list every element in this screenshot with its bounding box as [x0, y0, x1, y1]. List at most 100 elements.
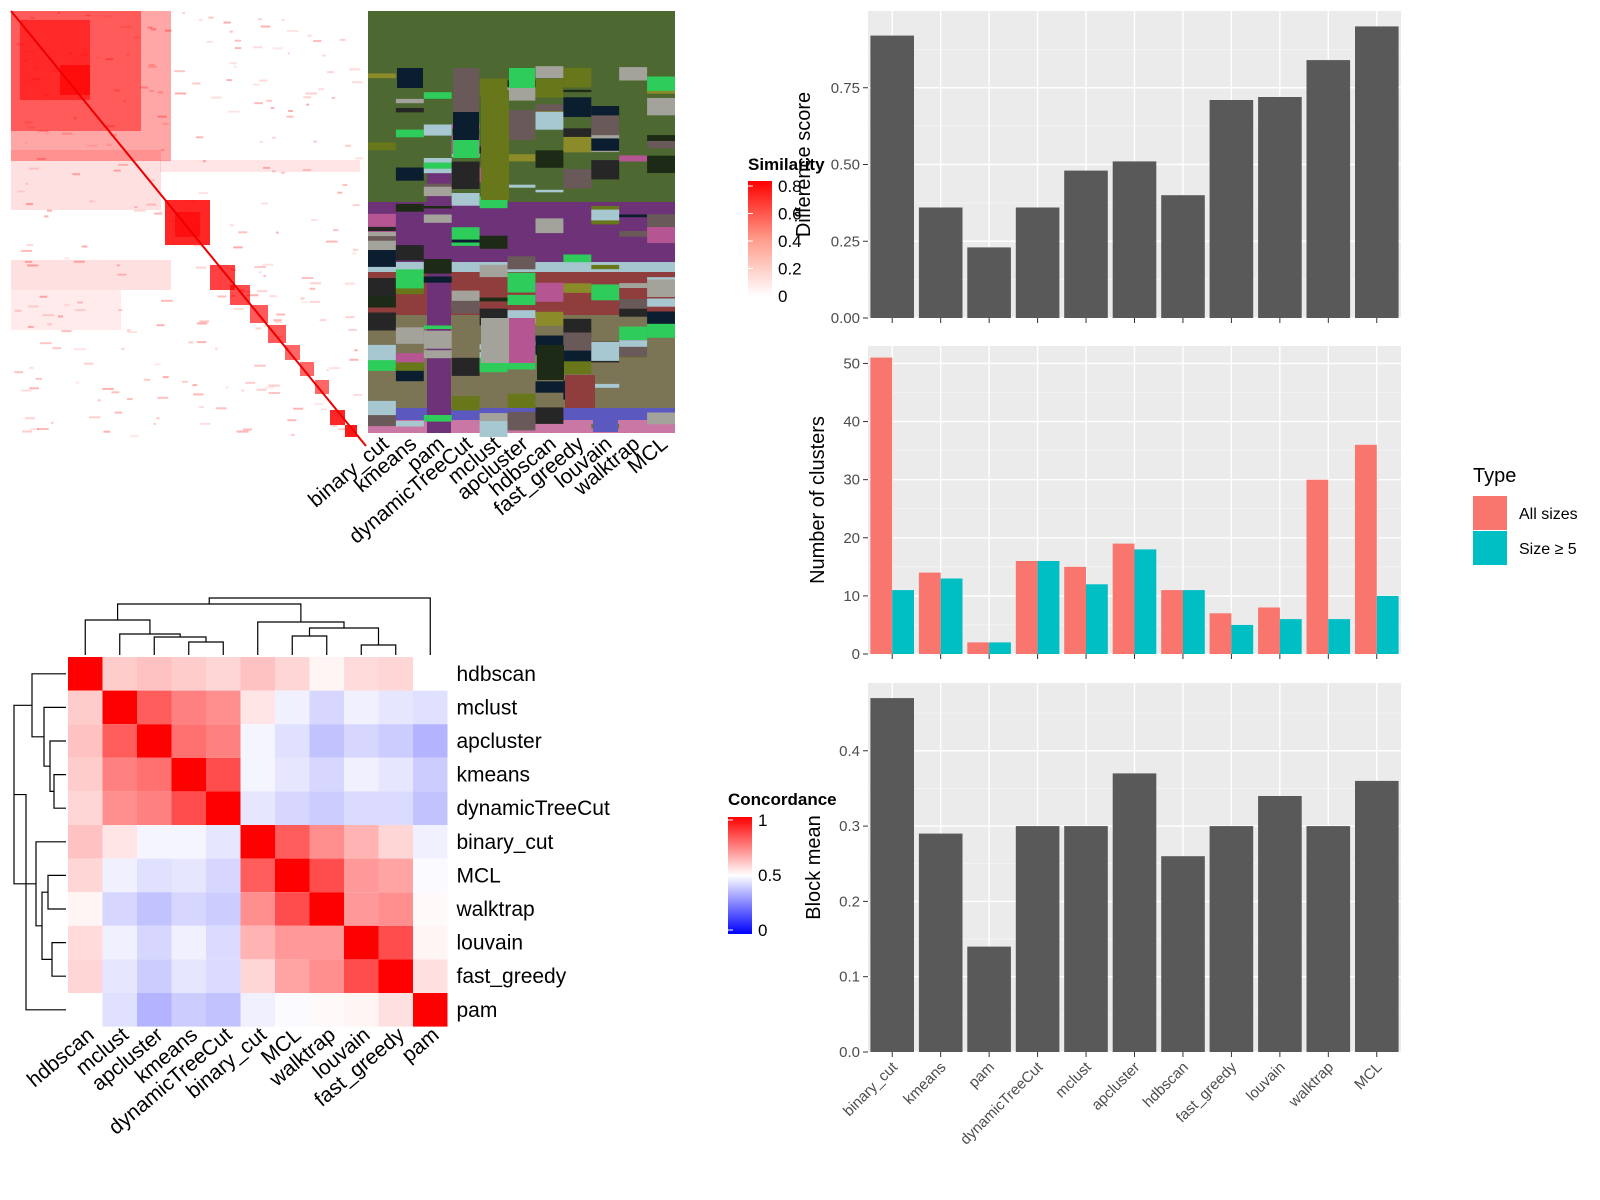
- concordance-cell: [344, 757, 379, 792]
- bar: [1064, 566, 1086, 654]
- similarity-speckle: [38, 130, 48, 132]
- similarity-speckle: [348, 329, 357, 331]
- similarity-speckle: [174, 70, 185, 73]
- similarity-speckle: [64, 257, 70, 260]
- similarity-speckle: [148, 63, 155, 66]
- membership-segment: [647, 311, 675, 324]
- concordance-cell: [309, 757, 344, 792]
- bar: [1306, 826, 1351, 1052]
- similarity-speckle: [301, 277, 314, 279]
- concordance-cell: [137, 959, 172, 993]
- similarity-speckle: [333, 229, 339, 232]
- similarity-speckle: [271, 136, 276, 139]
- similarity-speckle: [62, 132, 73, 135]
- concordance-cell: [68, 925, 103, 960]
- similarity-block: [230, 285, 250, 305]
- membership-segment: [535, 66, 564, 79]
- membership-segment: [395, 167, 424, 181]
- membership-segment: [619, 67, 648, 81]
- concordance-cell: [378, 825, 413, 859]
- similarity-block: [345, 425, 357, 437]
- similarity-speckle: [113, 169, 121, 172]
- concordance-cell: [413, 993, 448, 1027]
- concordance-cell: [344, 959, 379, 993]
- similarity-speckle: [245, 381, 256, 384]
- y-tick-label: 0: [852, 646, 860, 663]
- membership-segment: [368, 344, 396, 361]
- bar: [1258, 607, 1280, 654]
- similarity-speckle: [44, 215, 49, 218]
- similarity-speckle: [260, 25, 271, 28]
- membership-segment: [423, 276, 452, 283]
- concordance-cell: [206, 825, 241, 859]
- concordance-cell: [275, 993, 310, 1027]
- similarity-speckle: [319, 319, 327, 322]
- membership-segment: [563, 361, 592, 374]
- concordance-row-label: binary_cut: [457, 831, 554, 854]
- membership-block: [453, 140, 479, 158]
- concordance-cell: [378, 993, 413, 1027]
- concordance-cell: [137, 892, 172, 926]
- similarity-speckle: [57, 11, 61, 14]
- similarity-speckle: [217, 295, 227, 298]
- membership-segment: [591, 138, 620, 151]
- bar: [1209, 613, 1232, 654]
- difference-score-chart: 0.00 0.25 0.50 0.75 Difference score: [793, 11, 1401, 327]
- concordance-cell: [344, 825, 379, 859]
- concordance-cell: [206, 925, 241, 960]
- membership-segment: [423, 259, 452, 274]
- membership-segment: [479, 420, 508, 437]
- similarity-speckle: [133, 209, 146, 212]
- similarity-speckle: [266, 99, 272, 102]
- x-tick-label: apcluster: [1088, 1059, 1143, 1114]
- concordance-cell: [240, 825, 275, 859]
- concordance-cell: [309, 892, 344, 926]
- bar: [1015, 826, 1060, 1052]
- bar: [1183, 590, 1205, 654]
- concordance-cell: [68, 657, 103, 691]
- concordance-cell: [413, 657, 448, 691]
- membership-segment: [619, 326, 648, 343]
- concordance-cell: [137, 724, 172, 758]
- similarity-speckle: [246, 294, 259, 297]
- membership-segment: [423, 330, 452, 349]
- similarity-speckle: [120, 25, 133, 28]
- concordance-cell: [102, 757, 137, 792]
- similarity-speckle: [156, 324, 165, 327]
- membership-segment: [619, 155, 648, 162]
- membership-segment: [451, 179, 480, 189]
- bar: [1355, 444, 1377, 654]
- membership-segment: [535, 218, 564, 234]
- concordance-cell: [68, 690, 103, 725]
- membership-segment: [535, 407, 564, 424]
- concordance-top-dendrogram-link: [153, 636, 207, 655]
- membership-segment: [395, 327, 424, 344]
- similarity-speckle: [254, 266, 267, 268]
- similarity-speckle: [215, 407, 227, 410]
- similarity-speckle: [58, 315, 63, 318]
- membership-segment: [563, 169, 592, 189]
- similarity-speckle: [77, 301, 83, 304]
- membership-segment: [395, 421, 424, 427]
- similarity-block: [11, 290, 121, 330]
- similarity-matrix-blocks: [10, 10, 367, 447]
- membership-segment: [368, 400, 396, 416]
- concordance-cell: [240, 657, 275, 691]
- similarity-speckle: [154, 363, 161, 366]
- similarity-speckle: [313, 140, 317, 143]
- similarity-speckle: [47, 209, 52, 212]
- similarity-speckle: [30, 16, 35, 19]
- similarity-speckle: [330, 424, 338, 427]
- concordance-cell: [171, 724, 206, 758]
- membership-segment: [395, 245, 424, 261]
- similarity-speckle: [147, 26, 153, 29]
- similarity-speckle: [26, 244, 34, 247]
- membership-segment: [563, 136, 592, 153]
- bar: [1328, 619, 1351, 654]
- bar: [1306, 479, 1329, 654]
- similarity-speckle: [149, 89, 154, 92]
- similarity-speckle: [134, 206, 138, 208]
- membership-segment: [619, 214, 648, 218]
- similarity-speckle: [29, 167, 39, 170]
